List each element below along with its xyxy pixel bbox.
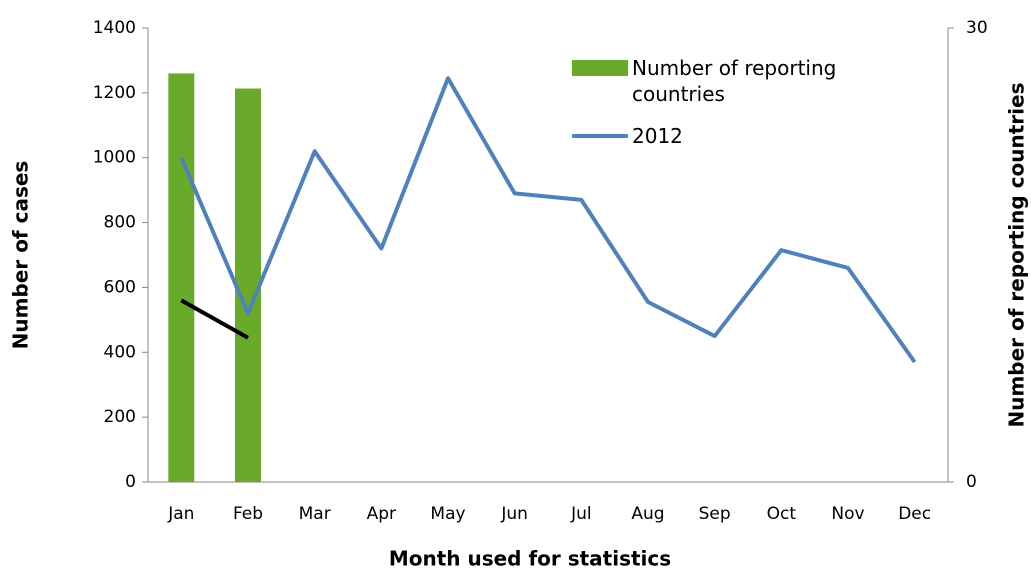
legend-label: 2012 — [632, 124, 683, 148]
line-series — [179, 76, 917, 364]
y2-axis-title: Number of reporting countries — [1005, 82, 1029, 427]
legend-swatch — [572, 60, 628, 76]
y-tick-label: 200 — [104, 407, 136, 427]
y-axis-title: Number of cases — [9, 161, 33, 350]
x-axis-title: Month used for statistics — [389, 547, 671, 571]
y-tick-label: 800 — [104, 213, 136, 233]
legend-label: Number of reporting countries — [632, 56, 837, 106]
x-tick-label: Apr — [367, 504, 396, 524]
x-tick-label: Nov — [831, 504, 864, 524]
x-tick-label: Jun — [500, 504, 528, 524]
y2-tick-label: 0 — [966, 472, 977, 492]
x-tick-label: Dec — [898, 504, 931, 524]
y-tick-label: 600 — [104, 277, 136, 297]
x-tick-label: Feb — [233, 504, 263, 524]
bar — [235, 88, 261, 483]
y-tick-label: 400 — [104, 342, 136, 362]
line-series — [180, 298, 249, 340]
x-tick-label: May — [430, 504, 465, 524]
x-tick-label: Aug — [631, 504, 664, 524]
y-tick-label: 1400 — [93, 18, 136, 38]
bar — [168, 73, 195, 483]
x-tick-label: Oct — [767, 504, 797, 524]
y-tick-label: 1000 — [93, 148, 136, 168]
x-tick-label: Sep — [699, 504, 731, 524]
y-tick-label: 0 — [125, 472, 136, 492]
x-tick-label: Jul — [570, 504, 592, 524]
x-tick-label: Mar — [299, 504, 331, 524]
y2-tick-label: 30 — [966, 18, 988, 38]
y-tick-label: 1200 — [93, 83, 136, 103]
x-tick-label: Jan — [167, 504, 194, 524]
